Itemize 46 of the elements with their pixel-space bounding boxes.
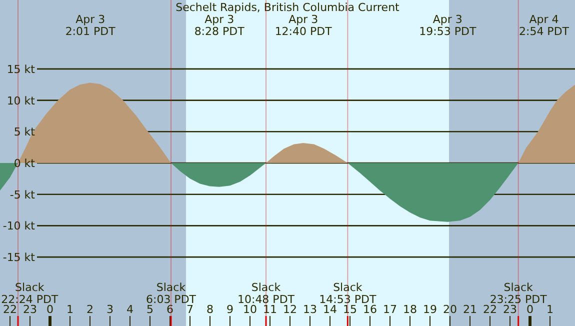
x2-tick-label: Apr 3 19:53 PDT <box>419 13 476 38</box>
y-tick-label: -5 kt <box>10 188 36 202</box>
x-tick-label: 0 <box>526 303 534 316</box>
y-tick-label: -15 kt <box>2 251 36 264</box>
x-tick-label: 0 <box>46 303 54 316</box>
ref-line-label: Slack 10:48 PDT <box>237 281 295 306</box>
x-tick-label: 12 <box>283 303 297 316</box>
x-tick-label: 2 <box>86 303 94 316</box>
x-tick-label: 23 <box>23 303 37 316</box>
ref-line-label: Slack 6:03 PDT <box>146 281 196 306</box>
ref-line-label: Slack 14:53 PDT <box>319 281 376 306</box>
x-tick-label: 19 <box>423 303 437 316</box>
ref-line-label: Slack 23:25 PDT <box>490 281 548 306</box>
y-tick-label: 0 kt <box>14 157 36 170</box>
x-tick-label: 13 <box>303 303 317 316</box>
y-tick-label: 10 kt <box>6 94 36 108</box>
x-tick-label: 1 <box>66 303 74 316</box>
x-tick-label: 6 <box>166 303 174 316</box>
x-tick-label: 8 <box>206 303 214 316</box>
x-tick-label: 18 <box>403 303 417 316</box>
chart-title: Sechelt Rapids, British Columbia Current <box>176 1 400 14</box>
x-tick-label: 17 <box>383 303 397 316</box>
x-tick-label: 11 <box>263 303 277 316</box>
x-tick-label: 22 <box>483 303 497 316</box>
x-tick-label: 10 <box>243 303 257 316</box>
y-tick-label: -10 kt <box>2 220 36 233</box>
ref-line-label: Slack 22:24 PDT <box>1 281 58 306</box>
x-tick-label: 20 <box>443 303 457 316</box>
annotation: Apr 4 2:54 PDT <box>518 13 570 38</box>
y-tick-label: 5 kt <box>14 126 36 139</box>
x-tick-label: 4 <box>126 303 134 316</box>
x-tick-label: 21 <box>463 303 477 316</box>
x2-tick-label: Apr 3 2:01 PDT <box>65 13 116 38</box>
x-tick-label: 22 <box>3 303 17 316</box>
x-tick-label: 9 <box>226 303 234 316</box>
x2-tick-label: Apr 3 8:28 PDT <box>194 13 245 38</box>
x-tick-label: 14 <box>323 303 337 316</box>
x2-tick-label: Apr 3 12:40 PDT <box>274 13 332 38</box>
x-tick-label: 5 <box>146 303 154 316</box>
y-tick-label: 15 kt <box>6 62 36 76</box>
x-tick-label: 15 <box>343 303 357 316</box>
x-tick-label: 23 <box>503 303 517 316</box>
x-tick-label: 3 <box>106 303 114 316</box>
x-tick-label: 1 <box>546 303 554 316</box>
x-tick-label: 7 <box>186 303 194 316</box>
x-tick-label: 16 <box>363 303 377 316</box>
